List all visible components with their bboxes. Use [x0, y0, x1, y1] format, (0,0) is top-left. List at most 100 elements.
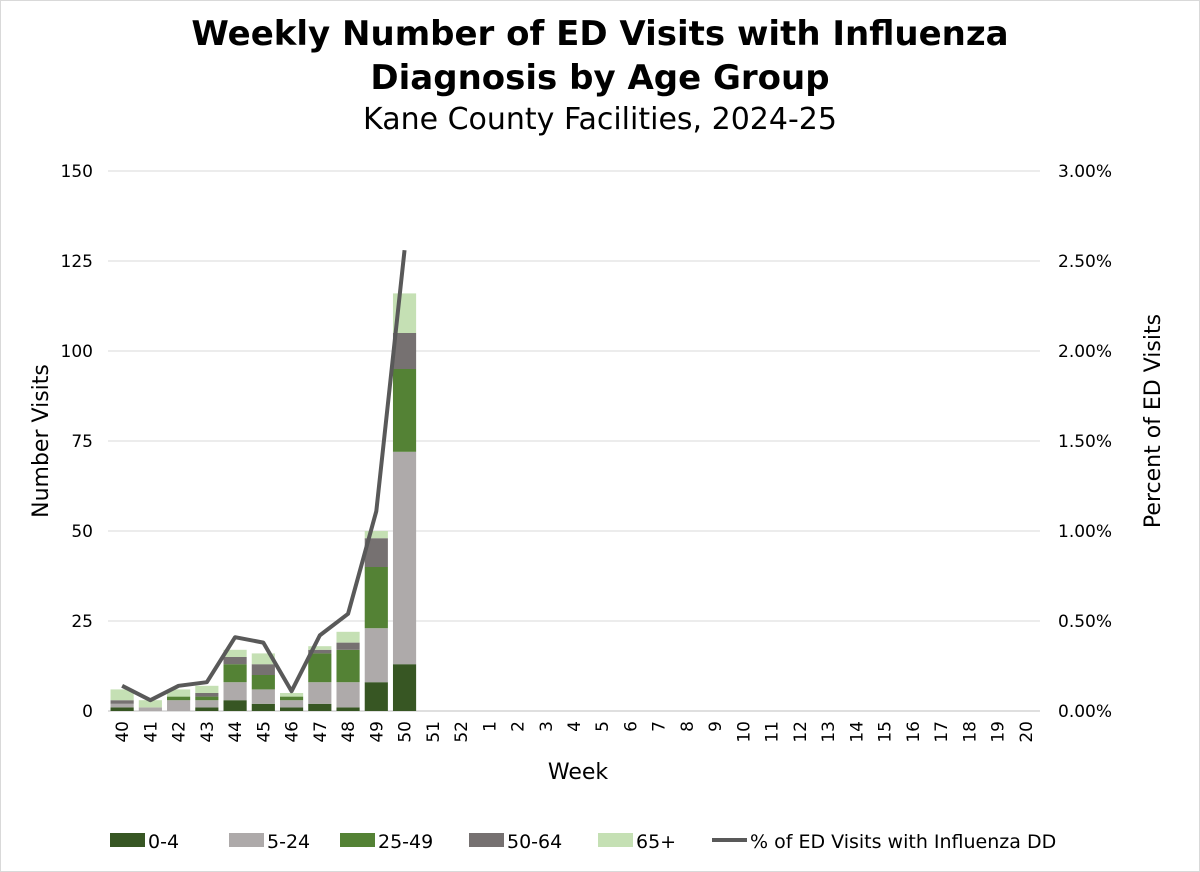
y-tick-label: 50: [71, 522, 93, 542]
bar-segment-50-64: [364, 538, 388, 567]
y2-tick-label: 2.50%: [1058, 252, 1112, 272]
percent-line: [121, 249, 407, 703]
bar-segment-0-4: [110, 707, 134, 711]
x-tick-label: 16: [904, 721, 924, 743]
x-tick-label: 41: [141, 721, 161, 743]
y-tick-label: 25: [71, 612, 93, 632]
x-tick-label: 52: [452, 721, 472, 743]
x-tick-label: 5: [593, 721, 613, 732]
x-tick-label: 49: [367, 721, 387, 743]
x-tick-label: 17: [932, 721, 952, 743]
bar-segment-5-24: [223, 682, 247, 701]
x-tick-label: 15: [876, 721, 896, 743]
bar-segment-25-49: [392, 369, 417, 452]
bar-segment-65+: [364, 531, 388, 539]
legend-label: % of ED Visits with Influenza DD: [750, 831, 1056, 853]
bar-segment-5-24: [195, 700, 219, 708]
chart-title: Weekly Number of ED Visits with Influenz…: [191, 14, 1009, 54]
bar-segment-25-49: [364, 567, 388, 629]
x-tick-label: 44: [226, 721, 246, 743]
bar-segment-25-49: [195, 696, 219, 701]
bar-segment-5-24: [251, 689, 275, 704]
bar-segment-50-64: [110, 700, 134, 704]
x-tick-label: 2: [509, 721, 529, 732]
bar-segment-25-49: [167, 696, 191, 701]
x-tick-label: 47: [311, 721, 331, 743]
x-tick-label: 3: [537, 721, 557, 732]
x-tick-label: 20: [1017, 721, 1037, 743]
y2-tick-label: 1.50%: [1058, 432, 1112, 452]
bar-segment-50-64: [223, 657, 247, 665]
bar-segment-65+: [195, 685, 219, 693]
bar-segment-50-64: [336, 642, 360, 650]
chart-subtitle: Kane County Facilities, 2024-25: [363, 102, 837, 137]
y2-tick-label: 2.00%: [1058, 342, 1112, 362]
bar-segment-50-64: [251, 664, 275, 675]
y-tick-label: 75: [71, 432, 93, 452]
x-tick-label: 1: [480, 721, 500, 732]
x-tick-label: 7: [650, 721, 670, 732]
bar-segment-50-64: [392, 333, 417, 369]
bar-segment-25-49: [251, 675, 275, 690]
x-tick-label: 4: [565, 721, 585, 732]
gridlines: [108, 170, 1040, 712]
bar-segment-5-24: [279, 700, 304, 708]
x-tick-label: 6: [621, 721, 641, 732]
bar-segment-65+: [308, 646, 332, 650]
x-tick-label: 48: [339, 721, 359, 743]
bar-segment-5-24: [138, 707, 162, 711]
x-tick-label: 46: [283, 721, 303, 743]
chart-title-line2: Diagnosis by Age Group: [370, 58, 830, 98]
percent-series-line: [121, 249, 407, 703]
x-tick-label: 11: [763, 721, 783, 743]
bar-segment-5-24: [167, 700, 191, 711]
x-tick-label: 42: [170, 721, 190, 743]
legend-swatch: [110, 833, 145, 847]
bar-segment-50-64: [308, 649, 332, 654]
legend-label: 5-24: [267, 831, 310, 853]
legend: 0-4 5-24 25-49 50-64 65+ % of ED Visits with …: [110, 831, 1056, 853]
bar-segment-5-24: [364, 628, 388, 683]
legend-label: 50-64: [507, 831, 562, 853]
y2-tick-label: 1.00%: [1058, 522, 1112, 542]
y-axis-ticks: 0 25 50 75 100 125 150: [61, 162, 93, 722]
bar-segment-50-64: [195, 693, 219, 697]
bars: [110, 293, 417, 711]
y2-tick-label: 3.00%: [1058, 162, 1112, 182]
legend-swatch: [598, 833, 633, 847]
bar-segment-0-4: [251, 703, 275, 711]
bar-segment-65+: [251, 653, 275, 665]
x-tick-label: 8: [678, 721, 698, 732]
bar-segment-65+: [167, 689, 191, 697]
bar-segment-0-4: [195, 707, 219, 711]
bar-segment-65+: [279, 693, 304, 697]
bar-segment-0-4: [364, 682, 388, 711]
bar-segment-25-49: [223, 664, 247, 683]
x-tick-label: 9: [706, 721, 726, 732]
bar-segment-25-49: [308, 653, 332, 683]
bar-segment-5-24: [308, 682, 332, 704]
bar-segment-0-4: [392, 664, 417, 711]
x-tick-label: 51: [424, 721, 444, 743]
y2-axis-title: Percent of ED Visits: [1141, 314, 1166, 528]
legend-label: 0-4: [148, 831, 179, 853]
y-tick-label: 0: [82, 702, 93, 722]
x-axis-title: Week: [548, 760, 609, 785]
legend-label: 25-49: [378, 831, 433, 853]
y-tick-label: 100: [61, 342, 93, 362]
x-tick-label: 40: [113, 721, 133, 743]
bar-segment-5-24: [336, 682, 360, 708]
x-axis-ticks: 40 41 42 43 44 45 46 47 48 49 50 51 52 1 2 3 4 5 6 7 8 9 10 11 1…: [113, 721, 1037, 743]
x-tick-label: 50: [396, 721, 416, 743]
x-tick-label: 12: [791, 721, 811, 743]
bar-segment-65+: [223, 649, 247, 657]
x-tick-label: 43: [198, 721, 218, 743]
bar-segment-65+: [110, 689, 134, 701]
bar-segment-25-49: [336, 649, 360, 683]
y2-tick-label: 0.50%: [1058, 612, 1112, 632]
legend-swatch: [469, 833, 504, 847]
x-tick-label: 18: [960, 721, 980, 743]
x-tick-label: 14: [847, 721, 867, 743]
bar-segment-0-4: [279, 707, 304, 711]
